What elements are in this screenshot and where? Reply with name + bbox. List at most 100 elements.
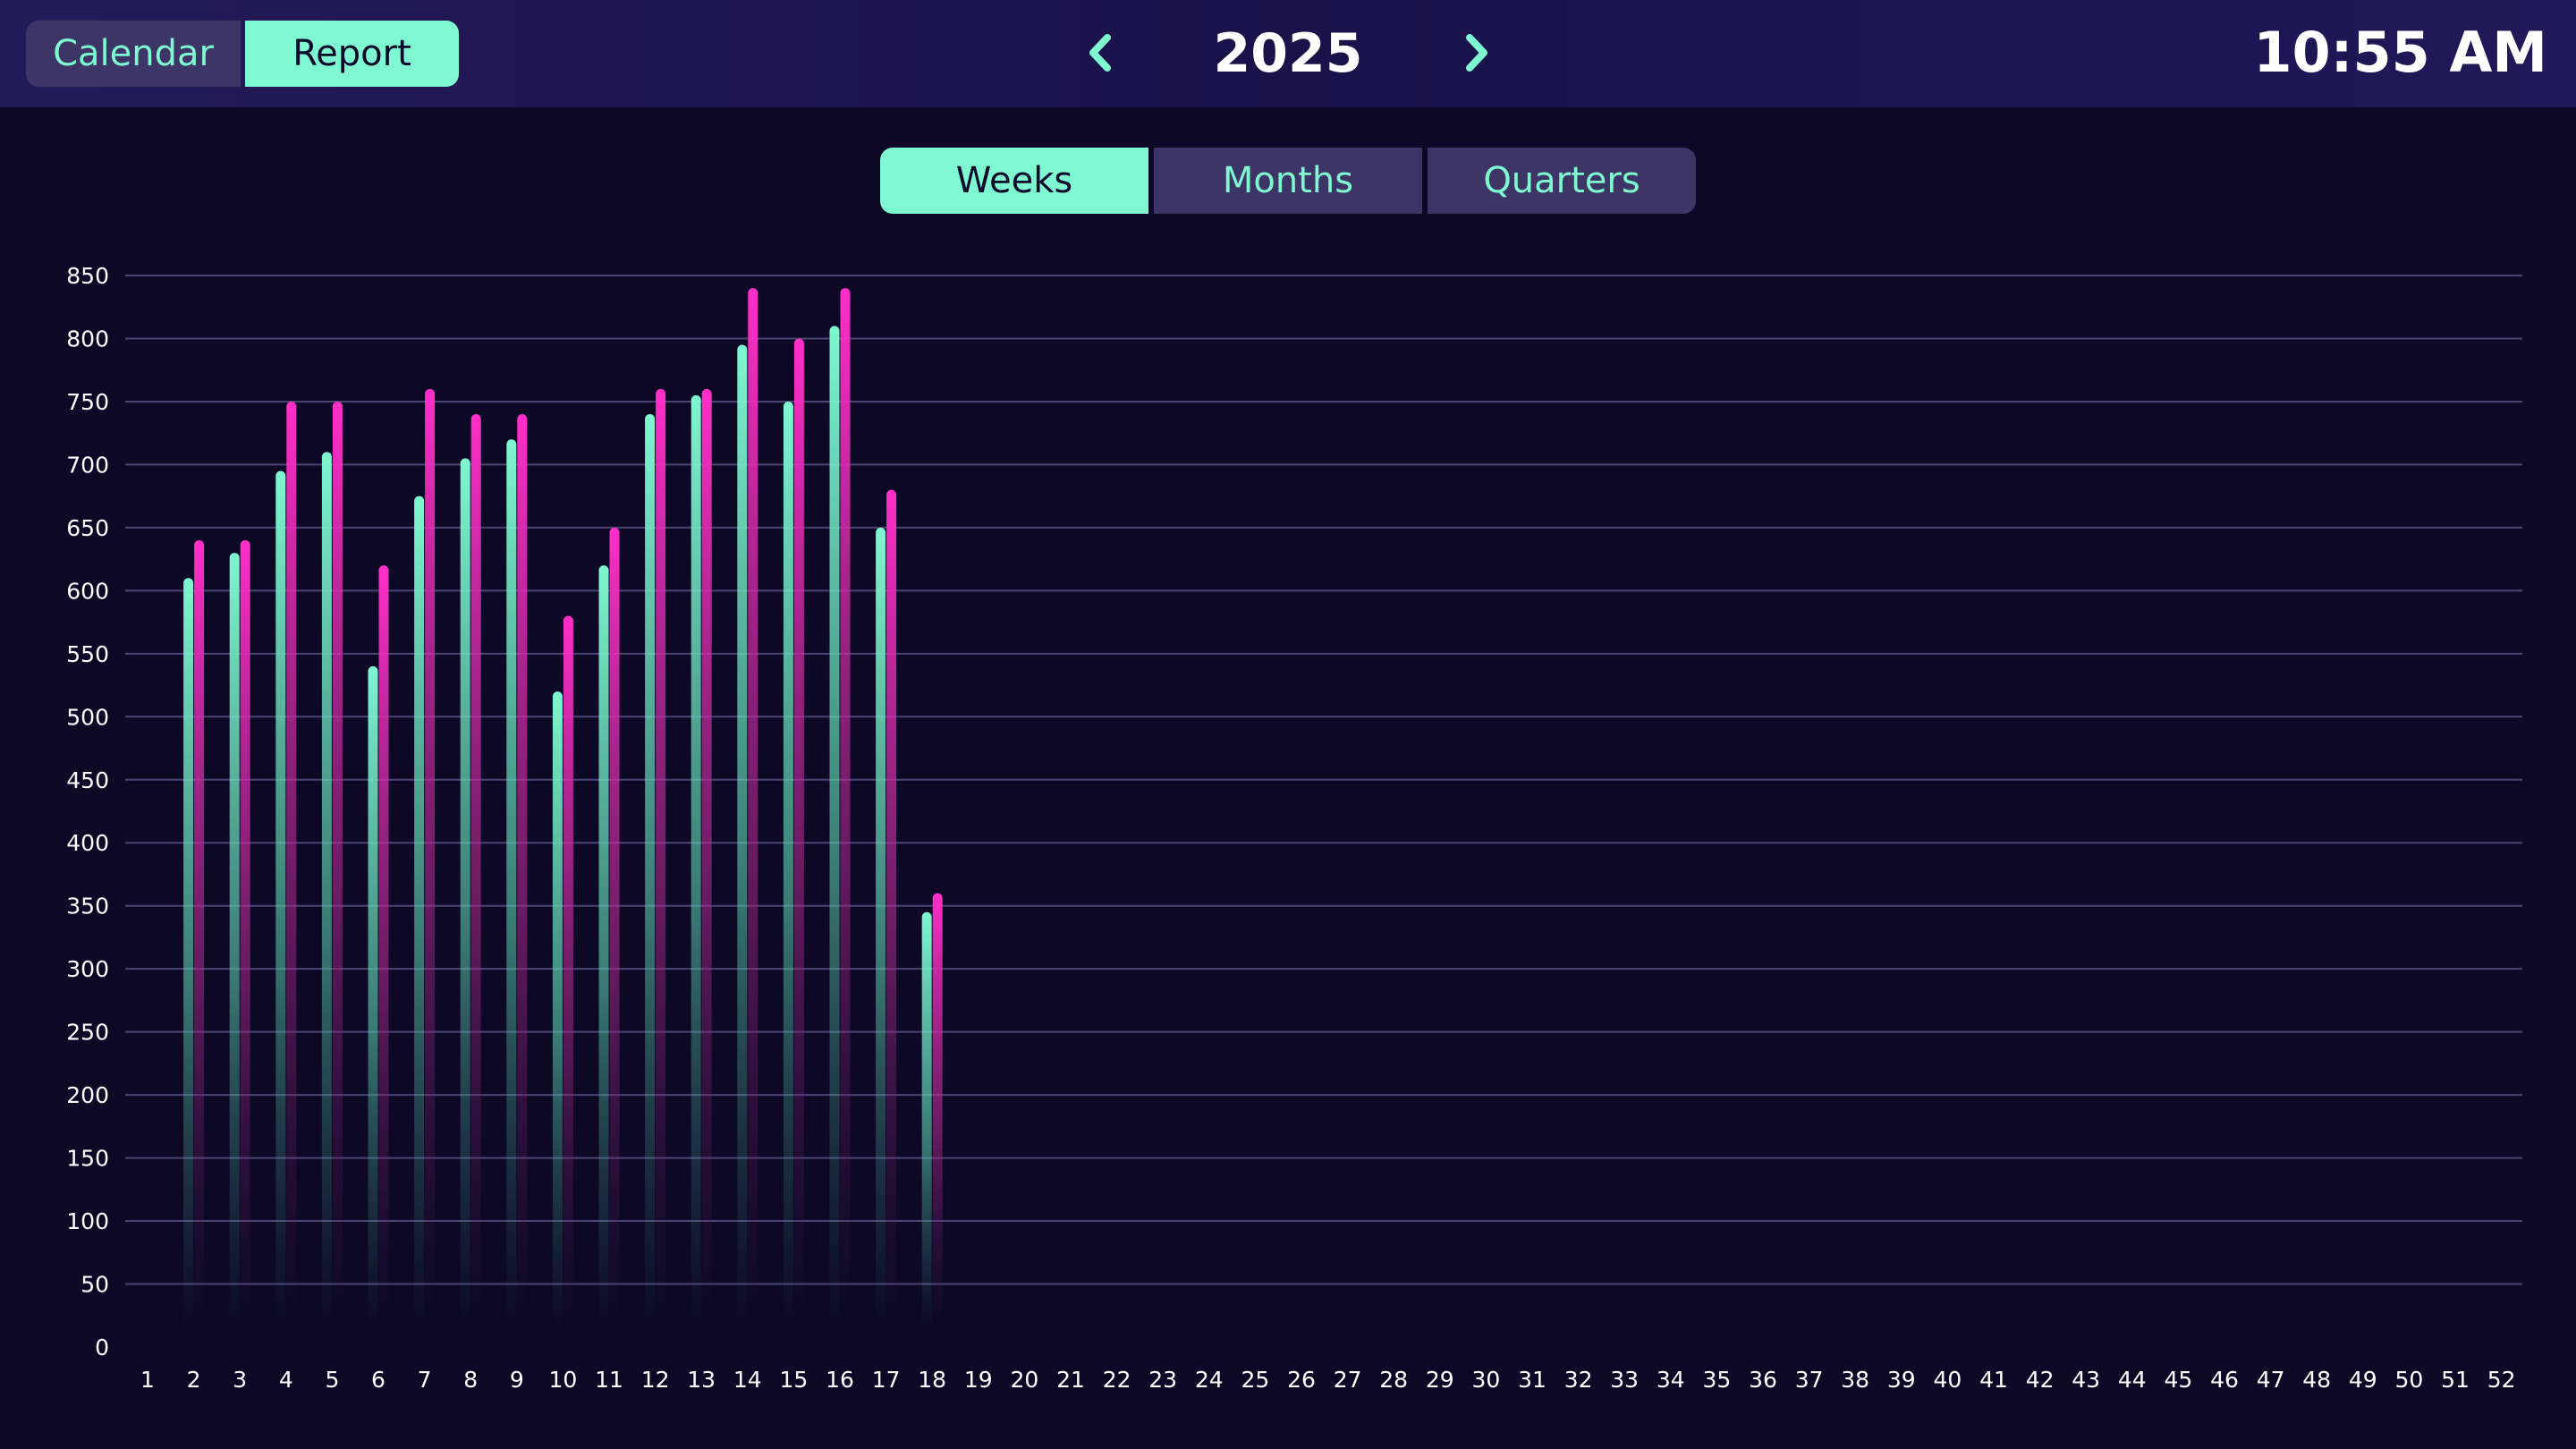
bar-series-b — [563, 615, 573, 1331]
bar-series-a — [275, 470, 286, 1331]
x-tick-label: 8 — [463, 1367, 478, 1393]
x-tick-label: 3 — [233, 1367, 247, 1393]
x-axis: 1 2 3 4 5 6 7 8 9 10 11 12 13 14 15 16 17 18 19 20 21 22 23 24 2… — [140, 1367, 2515, 1393]
x-tick-label: 32 — [1564, 1367, 1593, 1393]
x-tick-label: 40 — [1933, 1367, 1962, 1393]
x-tick-label: 45 — [2164, 1367, 2192, 1393]
x-tick-label: 34 — [1657, 1367, 1685, 1393]
grid-lines — [125, 275, 2522, 1285]
x-tick-label: 27 — [1334, 1367, 1362, 1393]
bar-series-a — [737, 344, 748, 1332]
y-tick-label: 0 — [95, 1335, 109, 1360]
x-tick-label: 20 — [1010, 1367, 1038, 1393]
bar-series-b — [332, 401, 343, 1331]
x-tick-label: 41 — [1979, 1367, 2008, 1393]
x-tick-label: 33 — [1610, 1367, 1639, 1393]
x-tick-label: 11 — [595, 1367, 623, 1393]
bar-series-b — [378, 565, 389, 1331]
x-tick-label: 7 — [418, 1367, 432, 1393]
report-view-button[interactable]: Report — [245, 21, 459, 87]
bar-series-b — [240, 539, 250, 1331]
x-tick-label: 44 — [2118, 1367, 2147, 1393]
y-tick-label: 350 — [66, 894, 109, 919]
x-tick-label: 48 — [2302, 1367, 2331, 1393]
bar-series-b — [748, 288, 758, 1331]
x-tick-label: 6 — [371, 1367, 386, 1393]
x-tick-label: 21 — [1056, 1367, 1085, 1393]
bar-series-b — [932, 893, 943, 1331]
x-tick-label: 16 — [826, 1367, 854, 1393]
x-tick-label: 18 — [918, 1367, 946, 1393]
x-tick-label: 37 — [1795, 1367, 1824, 1393]
chevron-right-icon[interactable] — [1453, 30, 1498, 75]
bar-series-b — [609, 527, 620, 1331]
bar-series-b — [517, 414, 528, 1331]
calendar-view-button[interactable]: Calendar — [26, 21, 241, 87]
bar-series-a — [368, 665, 378, 1331]
x-tick-label: 49 — [2349, 1367, 2377, 1393]
x-tick-label: 24 — [1195, 1367, 1224, 1393]
x-tick-label: 52 — [2487, 1367, 2516, 1393]
bar-series-a — [598, 565, 609, 1331]
x-tick-label: 13 — [687, 1367, 716, 1393]
weekly-bar-chart: 0501001502002503003504004505005506006507… — [66, 263, 2522, 1393]
x-tick-label: 43 — [2072, 1367, 2100, 1393]
bar-series-b — [886, 489, 897, 1331]
bar-series-a — [506, 439, 517, 1331]
view-toggle: Calendar Report — [26, 21, 459, 87]
period-tabs: Weeks Months Quarters — [880, 148, 1696, 214]
bar-series-a — [552, 691, 563, 1331]
x-tick-label: 29 — [1426, 1367, 1454, 1393]
y-tick-label: 150 — [66, 1146, 109, 1172]
y-tick-label: 300 — [66, 956, 109, 982]
bar-series-b — [840, 288, 851, 1331]
y-tick-label: 200 — [66, 1082, 109, 1108]
top-bar: Calendar Report 2025 10:55 AM — [0, 0, 2576, 107]
x-tick-label: 50 — [2394, 1367, 2423, 1393]
x-tick-label: 4 — [279, 1367, 293, 1393]
x-tick-label: 28 — [1379, 1367, 1408, 1393]
x-tick-label: 22 — [1103, 1367, 1131, 1393]
bars — [183, 288, 943, 1332]
x-tick-label: 26 — [1287, 1367, 1316, 1393]
bar-series-a — [921, 911, 932, 1331]
x-tick-label: 14 — [733, 1367, 762, 1393]
bar-series-a — [691, 394, 701, 1332]
bar-series-b — [656, 388, 666, 1331]
x-tick-label: 17 — [872, 1367, 901, 1393]
y-tick-label: 650 — [66, 515, 109, 541]
y-tick-label: 550 — [66, 641, 109, 667]
x-tick-label: 12 — [641, 1367, 670, 1393]
y-tick-label: 100 — [66, 1208, 109, 1234]
tab-quarters[interactable]: Quarters — [1428, 148, 1696, 214]
y-tick-label: 750 — [66, 389, 109, 415]
y-axis: 0 50 100 150 200 250 300 350 400 450 500 550 600 650 7… — [66, 263, 109, 1360]
x-tick-label: 15 — [779, 1367, 808, 1393]
year-display: 2025 — [1213, 22, 1363, 85]
x-tick-label: 5 — [325, 1367, 339, 1393]
x-tick-label: 38 — [1841, 1367, 1869, 1393]
tab-months[interactable]: Months — [1154, 148, 1422, 214]
x-tick-label: 25 — [1241, 1367, 1269, 1393]
x-tick-label: 23 — [1148, 1367, 1177, 1393]
bar-series-b — [470, 414, 481, 1331]
bar-series-b — [194, 539, 205, 1331]
chevron-left-icon[interactable] — [1079, 30, 1123, 75]
x-tick-label: 47 — [2257, 1367, 2285, 1393]
bar-series-b — [425, 388, 436, 1331]
bar-series-b — [793, 338, 804, 1331]
y-tick-label: 700 — [66, 452, 109, 478]
bar-series-b — [701, 388, 712, 1331]
x-tick-label: 1 — [140, 1367, 155, 1393]
bar-series-a — [783, 401, 793, 1331]
tab-weeks[interactable]: Weeks — [880, 148, 1148, 214]
y-tick-label: 500 — [66, 704, 109, 730]
y-tick-label: 850 — [66, 263, 109, 289]
bar-series-a — [829, 326, 840, 1331]
bar-series-a — [183, 578, 194, 1331]
x-tick-label: 10 — [548, 1367, 577, 1393]
x-tick-label: 39 — [1887, 1367, 1916, 1393]
x-tick-label: 36 — [1749, 1367, 1777, 1393]
x-tick-label: 19 — [964, 1367, 993, 1393]
bar-series-a — [414, 496, 425, 1331]
